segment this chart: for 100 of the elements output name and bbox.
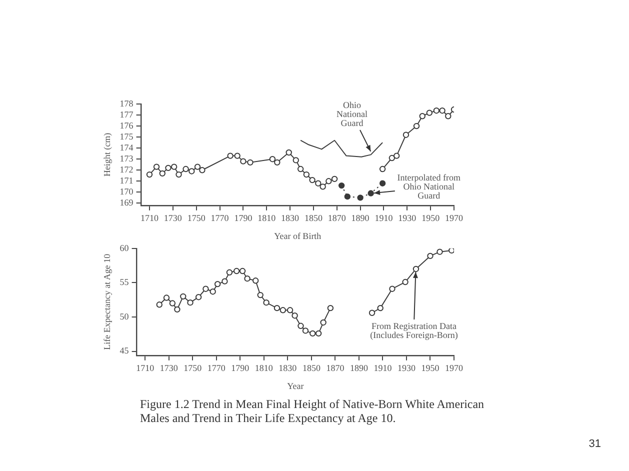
point xyxy=(269,156,276,162)
point xyxy=(327,304,334,312)
y-axis-title: Life Expectancy at Age 10 xyxy=(102,253,112,350)
point xyxy=(169,300,176,306)
x-tick-label: 1890 xyxy=(351,213,370,224)
y-axis-title: Height (cm) xyxy=(102,132,112,177)
point xyxy=(436,248,443,255)
point xyxy=(344,193,351,200)
x-tick-label: 1930 xyxy=(398,213,417,224)
x-tick-label: 1730 xyxy=(164,213,182,224)
x-tick-label: 1750 xyxy=(184,363,202,374)
x-tick-label: 1930 xyxy=(397,363,416,374)
point xyxy=(165,164,172,172)
point xyxy=(357,194,364,201)
x-tick-label: 1870 xyxy=(328,213,346,224)
x-tick-label: 1970 xyxy=(445,213,464,224)
point xyxy=(402,278,408,286)
point xyxy=(413,122,420,130)
point xyxy=(227,152,234,159)
x-tick-label: 1850 xyxy=(302,363,321,374)
y-tick-label: 50 xyxy=(120,311,130,322)
point xyxy=(292,312,298,319)
point xyxy=(194,164,201,170)
point xyxy=(163,294,170,301)
point xyxy=(174,306,180,313)
annotation: Interpolated from Ohio National Guard xyxy=(397,172,460,201)
x-tick-label: 1770 xyxy=(210,213,230,224)
point xyxy=(326,178,332,184)
point xyxy=(426,110,433,116)
x-tick-label: 1770 xyxy=(207,363,226,374)
point xyxy=(226,269,233,276)
x-tick-label: 1790 xyxy=(234,213,253,224)
point xyxy=(180,293,186,300)
point xyxy=(320,184,326,190)
point xyxy=(310,330,316,337)
x-axis-title: Year of Birth xyxy=(274,230,322,241)
point xyxy=(297,166,304,172)
y-tick-label: 175 xyxy=(120,131,134,142)
point xyxy=(379,166,386,172)
point xyxy=(182,166,189,172)
point xyxy=(202,286,209,292)
point xyxy=(388,154,396,162)
point xyxy=(195,294,202,300)
point xyxy=(274,159,280,166)
point xyxy=(433,108,440,114)
point xyxy=(338,182,345,189)
y-tick-label: 55 xyxy=(120,277,130,288)
point xyxy=(153,164,160,170)
y-tick-label: 45 xyxy=(120,346,130,356)
point xyxy=(252,278,259,284)
point xyxy=(234,152,240,159)
point xyxy=(298,322,304,330)
point xyxy=(214,280,221,288)
point xyxy=(427,252,434,260)
point xyxy=(320,319,326,326)
point xyxy=(146,171,153,178)
y-tick-label: 176 xyxy=(120,120,134,130)
y-tick-label: 178 xyxy=(120,98,134,108)
caption: Figure 1.2 Trend in Mean Final Height of Native-Born White American Males and Trend in Their Life Expectancy at Age 10. xyxy=(140,397,486,425)
annotation: From Registration Data (Includes Foreign-Born) xyxy=(370,320,458,340)
point xyxy=(239,268,246,274)
y-tick-label: 174 xyxy=(120,142,134,152)
x-tick-label: 1830 xyxy=(281,213,300,224)
point xyxy=(222,278,228,284)
y-tick-label: 169 xyxy=(120,198,134,208)
y-tick-label: 170 xyxy=(120,186,134,197)
x-tick-label: 1750 xyxy=(187,213,206,224)
x-tick-label: 1870 xyxy=(326,363,345,374)
x-axis-title: Year xyxy=(287,380,304,391)
point xyxy=(247,159,254,166)
point xyxy=(309,176,316,184)
point xyxy=(244,275,250,282)
point xyxy=(368,310,376,316)
point xyxy=(280,307,286,314)
point xyxy=(240,158,246,164)
point xyxy=(302,328,309,334)
x-tick-label: 1970 xyxy=(445,363,464,374)
point xyxy=(315,180,322,186)
point xyxy=(379,180,386,186)
point xyxy=(377,304,384,312)
point xyxy=(394,152,400,159)
x-tick-label: 1830 xyxy=(278,363,298,374)
x-tick-label: 1950 xyxy=(421,363,440,374)
point xyxy=(292,157,299,164)
x-tick-label: 1790 xyxy=(231,363,250,374)
x-tick-label: 1910 xyxy=(374,363,392,374)
point xyxy=(170,164,178,170)
point xyxy=(187,299,194,306)
y-tick-label: 172 xyxy=(120,164,134,174)
point xyxy=(257,292,264,298)
x-tick-label: 1730 xyxy=(160,363,178,374)
y-tick-label: 171 xyxy=(120,176,134,186)
point xyxy=(412,266,420,272)
point xyxy=(402,132,410,138)
point xyxy=(286,307,294,314)
point xyxy=(210,288,216,295)
x-tick-label: 1710 xyxy=(140,213,159,224)
point xyxy=(159,170,166,177)
point xyxy=(188,168,195,174)
x-tick-label: 1890 xyxy=(350,363,368,374)
